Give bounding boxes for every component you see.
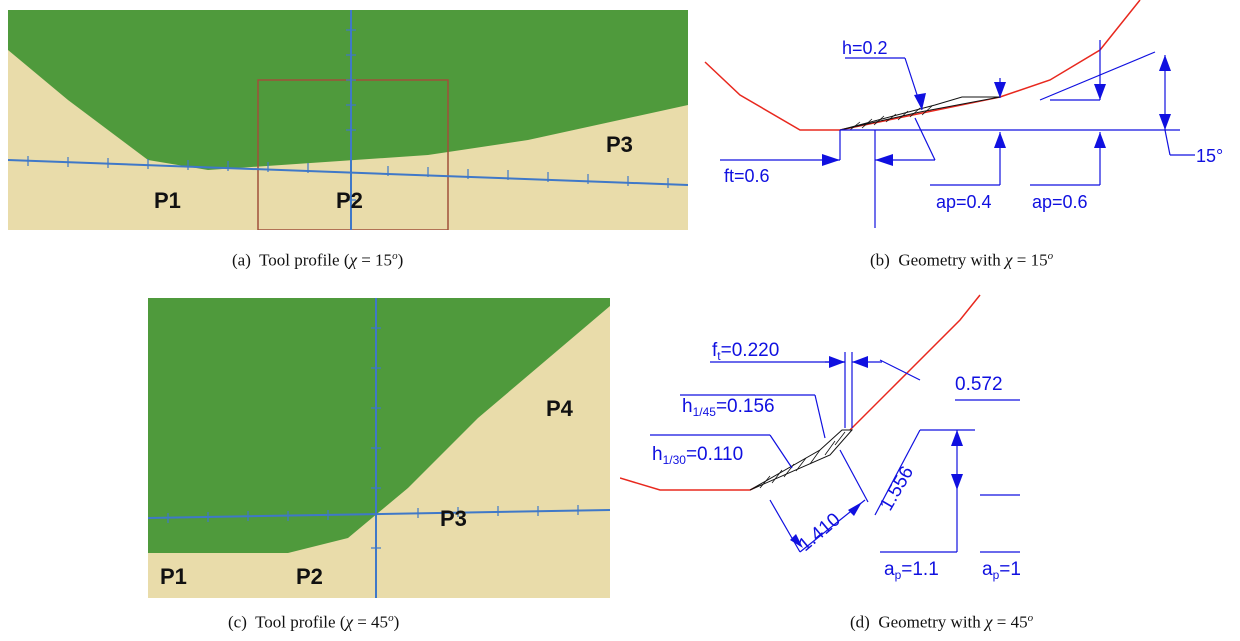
label-ft: ft=0.6: [724, 166, 770, 186]
label-h: h=0.2: [842, 38, 888, 58]
tool-profile-photo-45: P1 P2 P3 P4: [147, 298, 611, 598]
caption-d: (d) Geometry with χ = 45o: [850, 612, 1034, 632]
point-label-p3: P3: [440, 506, 467, 531]
point-label-p1: P1: [154, 188, 181, 213]
panel-c-photo: P1 P2 P3 P4: [147, 298, 611, 598]
point-label-p4: P4: [546, 396, 574, 421]
label-angle-15: 15°: [1196, 146, 1223, 166]
point-label-p3: P3: [606, 132, 633, 157]
label-ap-0-4: ap=0.4: [936, 192, 992, 212]
point-label-p2: P2: [296, 564, 323, 589]
label-0-572: 0.572: [955, 374, 1003, 395]
panel-d-geometry: ft=0.220 h1/45=0.156 h1/30=0.110 0.572 1…: [619, 290, 1090, 595]
panel-b-geometry: h=0.2 ft=0.6 ap=0.4 ap=0.6 15°: [700, 0, 1240, 240]
tool-profile-photo-15: P1 P2 P3: [7, 10, 689, 231]
label-h-1-45: h1/45=0.156: [682, 396, 775, 419]
label-1-556: 1.556: [876, 463, 918, 515]
geometry-drawing-45: ft=0.220 h1/45=0.156 h1/30=0.110 0.572 1…: [619, 294, 1090, 582]
label-h-1-30: h1/30=0.110: [652, 444, 743, 467]
panel-a-photo: P1 P2 P3: [7, 10, 689, 231]
caption-b: (b) Geometry with χ = 15o: [870, 250, 1054, 270]
label-1-410: 1.410: [795, 509, 845, 556]
caption-c: (c) Tool profile (χ = 45o): [228, 612, 400, 632]
caption-a: (a) Tool profile (χ = 15o): [232, 250, 404, 270]
geometry-drawing-15: h=0.2 ft=0.6 ap=0.4 ap=0.6 15°: [704, 0, 1223, 228]
point-label-p1: P1: [160, 564, 187, 589]
label-ft: ft=0.220: [712, 340, 779, 363]
label-ap-1-1: ap=1.1: [884, 559, 939, 582]
label-ap-1-65: ap=1.65: [982, 559, 1020, 582]
point-label-p2: P2: [336, 188, 363, 213]
label-ap-0-6: ap=0.6: [1032, 192, 1088, 212]
